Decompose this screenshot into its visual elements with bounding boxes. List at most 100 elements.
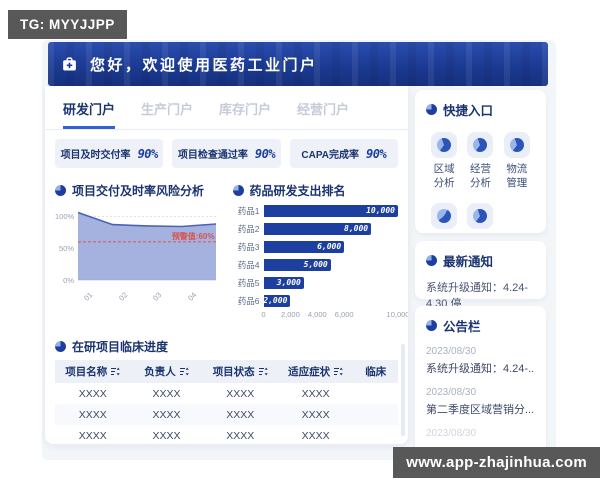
bar-value: 3,000 [276,278,301,287]
kpi-on-time-delivery: 项目及时交付率 90% [55,139,164,168]
kpi-value: 90% [137,146,159,161]
gear-icon [437,209,452,224]
bulletin-date: 2023/08/30 [426,428,477,439]
kpi-label: CAPA完成率 [301,150,360,161]
portal-tabs: 研发门户 生产门户 库存门户 经营门户 [45,86,408,130]
sort-icon[interactable] [111,367,121,376]
quick-entry-region-analysis[interactable]: 区域分析 [426,132,462,190]
report-icon [473,209,488,224]
bar-value: 6,000 [317,242,342,251]
bar-category: 药品2 [237,223,260,234]
bulletin-item[interactable]: 2023/08/30 第二季度区域营销分... [426,387,535,417]
analysis-icon [437,138,452,152]
tile-label: 经营分析 [469,163,491,190]
tile-label: 区域分析 [433,163,455,190]
pie-chart-icon [426,255,437,266]
page-title: 您好，欢迎使用医药工业门户 [90,56,318,74]
cell: XXXX [78,387,107,400]
quick-entry-grid: 区域分析 经营分析 物流管理 [426,132,535,234]
quick-entry-card: 快捷入口 区域分析 经营分析 物流管理 [415,90,546,233]
tab-rd-portal[interactable]: 研发门户 [63,99,116,129]
bar-row: 药品4 5,000 [233,258,399,271]
pie-chart-icon [426,104,437,115]
cell: XXXX [226,387,255,400]
logistics-icon [509,138,524,152]
column-header: 临床 [365,366,387,378]
kpi-label: 项目检查通过率 [177,150,248,161]
bar-chart-title: 药品研发支出排名 [249,184,346,198]
bar-category: 药品3 [237,241,260,252]
column-header: 项目名称 [65,366,108,378]
cell: XXXX [226,429,255,442]
bar-value: 5,000 [303,260,328,269]
x-tick: 04 [185,290,198,303]
table-row[interactable]: XXXX XXXX XXXX XXXX [55,383,398,404]
cell: XXXX [152,429,181,442]
bar-value: 2,000 [263,296,288,305]
cell: XXXX [277,404,354,425]
table-row[interactable]: XXXX XXXX XXXX XXXX [55,425,398,444]
tab-inventory-portal[interactable]: 库存门户 [219,102,272,117]
x-tick: 02 [116,290,129,303]
bulletin-text: 系统升级通知：4.24-... [426,363,535,375]
x-tick: 01 [82,290,95,303]
bar-category: 药品1 [237,205,260,216]
table-row[interactable]: XXXX XXXX XXXX XXXX [55,404,398,425]
y-tick: 50% [58,244,74,254]
pie-chart-icon [55,341,66,352]
cell: XXXX [78,429,107,442]
bar-x-axis: 0 2,000 4,000 6,000 10,000 [261,310,408,324]
sort-icon[interactable] [179,367,189,376]
column-header: 项目状态 [212,366,255,378]
warning-threshold-label: 预警值:60% [171,231,215,241]
area-chart-title: 项目交付及时率风险分析 [72,184,205,198]
clinical-progress-table: 项目名称 负责人 项目状态 适应症状 临床 XXXX XXXX XXXX XXXX X… [55,360,398,444]
bar-value: 10,000 [366,206,395,215]
quick-entry-business-analysis[interactable]: 经营分析 [462,132,498,190]
bulletin-item[interactable]: 2023/08/30 [426,428,535,442]
tab-production-portal[interactable]: 生产门户 [141,102,194,117]
cell: XXXX [301,387,330,400]
risk-analysis-panel: 项目交付及时率风险分析 100% 50% 0% 预警值:60% [55,177,221,331]
tile-label [469,233,492,234]
bulletin-date: 2023/08/30 [426,387,477,398]
bar: 10,000 [263,204,398,217]
cell [353,404,398,425]
x-tick: 03 [151,290,164,303]
bulletin-title: 公告栏 [443,320,481,334]
bar: 6,000 [263,240,345,253]
kpi-inspection-pass: 项目检查通过率 90% [172,139,281,168]
quick-entry-logistics[interactable]: 物流管理 [499,132,535,190]
cell: XXXX [202,404,278,425]
delivery-risk-area-chart: 100% 50% 0% 预警值:60% 01 02 03 0 [55,204,221,322]
rd-spending-bar-chart: 药品1 10,000 药品2 8,000 药品3 6,000 药品4 5,000 [233,204,399,307]
cell: XXXX [130,404,203,425]
quick-entry-tile-5[interactable] [462,203,498,234]
bulletin-item[interactable]: 2023/08/30 系统升级通知：4.24-... [426,346,535,376]
tab-operation-portal[interactable]: 经营门户 [297,102,350,117]
bar-category: 药品5 [237,277,260,288]
kpi-row: 项目及时交付率 90% 项目检查通过率 90% CAPA完成率 90% [45,130,408,173]
sort-icon[interactable] [334,367,343,376]
url-watermark-badge: www.app-zhajinhua.com [393,447,600,478]
bar-row: 药品1 10,000 [233,204,398,217]
main-portal-card: 研发门户 生产门户 库存门户 经营门户 项目及时交付率 90% 项目检查通过率 … [45,86,408,444]
y-tick: 100% [55,212,75,222]
y-tick: 0% [63,276,74,285]
quick-entry-tile-4[interactable] [426,203,462,234]
pie-chart-icon [232,185,244,196]
table-title: 在研项目临床进度 [72,340,169,354]
x-tick: 2,000 [281,310,300,319]
x-tick: 10,000 [386,310,408,319]
x-tick: 0 [261,310,266,319]
table-scrollbar[interactable] [401,344,405,436]
sort-icon[interactable] [258,367,268,376]
analysis-icon [473,138,488,152]
bar: 8,000 [263,222,372,235]
bar: 2,000 [263,294,291,307]
latest-notice-title: 最新通知 [443,255,494,269]
kpi-value: 90% [254,146,276,161]
cell [353,383,398,404]
medical-bag-icon [61,56,78,73]
